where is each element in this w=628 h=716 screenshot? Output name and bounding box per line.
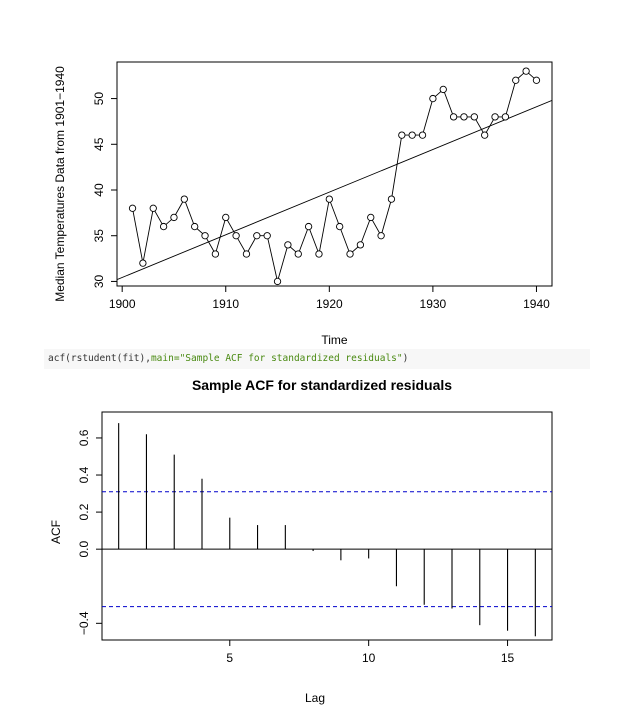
data-point bbox=[460, 113, 468, 121]
code-argument: main= bbox=[150, 353, 180, 364]
x-axis-label: Lag bbox=[305, 691, 325, 705]
data-point bbox=[304, 222, 313, 231]
data-point bbox=[170, 213, 178, 222]
x-tick-label: 10 bbox=[362, 651, 376, 665]
data-point bbox=[336, 222, 344, 231]
y-tick-label: 40 bbox=[92, 183, 106, 197]
plot-frame bbox=[116, 61, 553, 287]
data-point bbox=[242, 250, 251, 258]
x-tick-label: 1940 bbox=[523, 297, 550, 311]
code-close: ) bbox=[402, 353, 409, 364]
data-point bbox=[325, 195, 333, 203]
x-tick-label: 1900 bbox=[109, 297, 136, 311]
temperature-time-series-chart: 1900 1910 1920 1930 1940 30 35 40 45 50 Time Median… bbox=[53, 61, 553, 347]
y-tick-label: 0.4 bbox=[77, 466, 91, 483]
code-cell: acf(rstudent(fit),main="Sample ACF for s… bbox=[44, 349, 590, 369]
data-point bbox=[222, 213, 230, 222]
data-point bbox=[294, 250, 302, 258]
data-point bbox=[180, 195, 188, 203]
data-point bbox=[522, 67, 530, 75]
data-point bbox=[211, 250, 220, 258]
acf-chart: Sample ACF for standardized residuals 5 10… bbox=[49, 377, 553, 705]
code-string: "Sample ACF for standardized residuals" bbox=[179, 353, 403, 364]
data-point bbox=[315, 250, 323, 258]
data-point bbox=[253, 232, 261, 240]
data-point bbox=[377, 232, 385, 240]
data-point bbox=[429, 94, 437, 103]
plot-frame bbox=[101, 411, 553, 641]
data-point bbox=[356, 241, 365, 249]
data-point bbox=[470, 113, 478, 121]
data-point bbox=[367, 213, 375, 222]
y-tick-label: −0.4 bbox=[77, 611, 91, 635]
y-tick-label: 50 bbox=[92, 92, 106, 106]
y-tick-label: 45 bbox=[92, 137, 106, 151]
data-point bbox=[387, 195, 396, 203]
data-point bbox=[491, 113, 499, 121]
x-tick-label: 15 bbox=[501, 651, 515, 665]
data-point bbox=[449, 113, 458, 121]
data-point bbox=[149, 204, 157, 212]
data-point bbox=[439, 85, 447, 94]
data-point bbox=[481, 131, 489, 139]
data-point bbox=[284, 241, 292, 249]
data-point bbox=[263, 232, 271, 240]
y-tick-label: 35 bbox=[92, 229, 106, 243]
data-point bbox=[408, 131, 416, 139]
x-axis-label: Time bbox=[321, 333, 348, 347]
y-tick-label: 0.6 bbox=[77, 429, 91, 446]
y-tick-label: 0.0 bbox=[77, 541, 91, 558]
data-point bbox=[191, 222, 199, 231]
y-axis-label: ACF bbox=[49, 520, 63, 544]
code-function: acf(rstudent(fit), bbox=[48, 353, 151, 364]
data-point bbox=[346, 250, 354, 258]
data-point bbox=[273, 277, 282, 286]
data-point bbox=[159, 222, 168, 231]
y-tick-label: 30 bbox=[92, 274, 106, 288]
data-point bbox=[232, 232, 240, 240]
data-point bbox=[201, 232, 209, 240]
x-tick-label: 5 bbox=[226, 651, 233, 665]
trend-line bbox=[117, 99, 552, 281]
data-point bbox=[501, 113, 510, 121]
data-point bbox=[512, 76, 520, 84]
y-tick-label: 0.2 bbox=[77, 503, 91, 520]
data-point bbox=[128, 204, 137, 212]
data-point bbox=[418, 131, 427, 139]
series-line bbox=[132, 70, 537, 282]
x-tick-label: 1920 bbox=[316, 297, 343, 311]
data-point bbox=[139, 259, 147, 267]
data-point bbox=[398, 131, 406, 139]
x-tick-label: 1930 bbox=[420, 297, 447, 311]
chart-title: Sample ACF for standardized residuals bbox=[192, 377, 452, 393]
data-point bbox=[532, 76, 541, 84]
x-tick-label: 1910 bbox=[212, 297, 239, 311]
y-axis-label: Median Temperatures Data from 1901−1940 bbox=[53, 66, 67, 302]
